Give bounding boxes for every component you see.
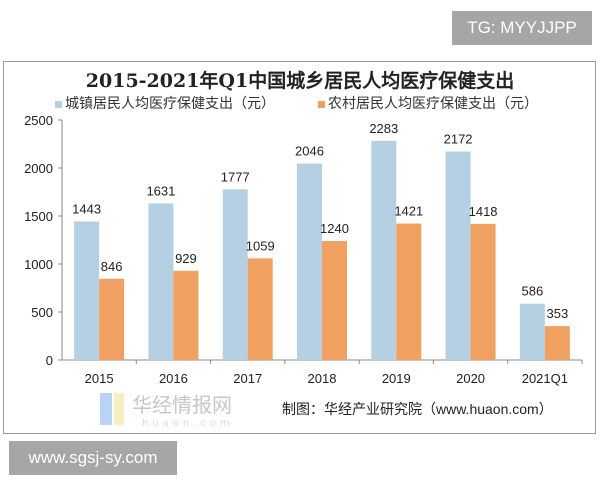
data-label: 929 [175,251,197,266]
bar-rural [544,326,570,360]
x-tick-label: 2015 [85,371,114,386]
chart-frame [3,61,596,434]
x-tick-label: 2018 [308,371,337,386]
bar-urban [519,303,545,360]
bar-rural [247,258,273,360]
data-label: 1443 [72,201,101,216]
legend-item-rural: 农村居民人均医疗保健支出（元） [318,93,538,113]
bar-urban [371,140,397,360]
legend-item-urban: 城镇居民人均医疗保健支出（元） [55,93,275,113]
chart-title: 2015-2021年Q1中国城乡居民人均医疗保健支出 [85,70,515,92]
watermark-bottom: www.sgsj-sy.com [9,441,177,475]
bar-rural [322,240,347,360]
bar-urban [445,151,471,360]
svg-text:华经情报网: 华经情报网 [132,393,232,417]
legend-label: 城镇居民人均医疗保健支出（元） [65,95,275,111]
watermark-top: TG: MYYJJPP [452,11,592,45]
data-label: 586 [522,284,544,299]
bar-rural [173,270,199,360]
data-label: 846 [101,259,123,274]
bar-urban [148,203,174,360]
legend-swatch [55,100,62,108]
data-label: 2283 [369,121,398,136]
data-label: 1631 [146,183,175,198]
x-tick-label: 2021Q1 [522,371,568,386]
y-tick-label: 1000 [24,257,53,272]
data-label: 1777 [221,169,250,184]
huaon-logo: 华经情报网 huaon.com [100,390,260,430]
y-tick-label: 2000 [24,161,53,176]
legend-label: 农村居民人均医疗保健支出（元） [328,95,538,111]
bar-urban [297,163,322,360]
x-tick-label: 2020 [456,371,485,386]
bar-rural [99,278,125,360]
data-label: 2172 [444,131,473,146]
x-tick-label: 2017 [233,371,262,386]
data-label: 1059 [246,238,275,253]
y-tick-label: 0 [46,353,53,368]
y-tick-label: 500 [31,305,53,320]
svg-text:huaon.com: huaon.com [142,418,234,429]
x-tick-label: 2016 [159,371,188,386]
data-label: 1418 [469,204,498,219]
data-label: 353 [547,306,569,321]
y-tick-label: 1500 [24,209,53,224]
data-label: 2046 [295,144,324,159]
bar-rural [396,223,422,360]
source-note: 制图：华经产业研究院（www.huaon.com） [282,401,553,417]
data-label: 1421 [394,204,423,219]
x-tick-label: 2019 [382,371,411,386]
y-tick-label: 2500 [24,113,53,128]
bar-rural [470,223,496,360]
bar-urban [222,189,248,360]
bar-urban [74,221,100,360]
legend-swatch [318,100,325,108]
data-label: 1240 [320,221,349,236]
